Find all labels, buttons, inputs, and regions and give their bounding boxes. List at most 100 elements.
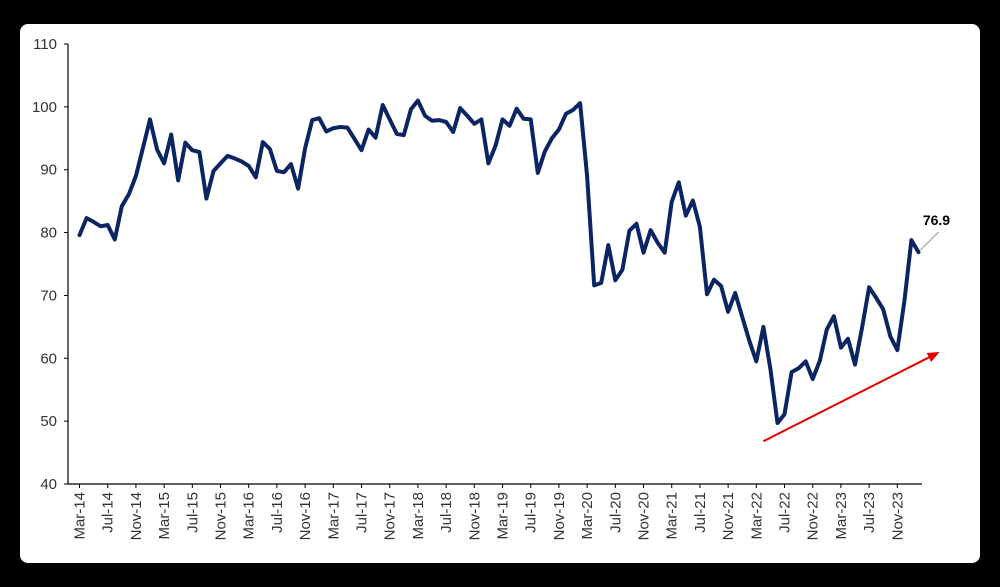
data-point (656, 241, 659, 244)
data-point (776, 422, 779, 424)
data-point (452, 131, 454, 133)
data-point (889, 335, 892, 338)
x-tick-label: Mar-18 (410, 492, 427, 540)
data-point (522, 118, 525, 120)
x-tick-label: Jul-22 (777, 492, 794, 533)
data-point (106, 224, 109, 226)
y-tick-label: 60 (40, 350, 57, 367)
data-point (247, 165, 250, 167)
y-tick-label: 110 (33, 36, 57, 53)
data-point (395, 133, 398, 135)
x-tick-label: Jul-17 (354, 492, 371, 533)
data-point (332, 127, 335, 130)
data-point (762, 326, 765, 328)
y-tick-label: 50 (40, 413, 57, 430)
trend-arrow-head (926, 352, 940, 362)
annotation-leader-line (920, 231, 939, 251)
x-tick-label: Mar-21 (664, 492, 681, 540)
data-point (804, 360, 807, 363)
x-tick-label: Mar-20 (579, 492, 596, 540)
data-point (318, 117, 321, 119)
data-point (353, 138, 356, 140)
data-point (424, 114, 426, 117)
data-point (262, 141, 264, 143)
data-point (642, 251, 645, 254)
data-point (487, 162, 490, 165)
data-point (854, 363, 856, 366)
x-tick-label: Jul-14 (100, 492, 117, 533)
data-point (508, 124, 511, 127)
x-tick-label: Mar-15 (156, 492, 173, 540)
data-point (473, 123, 476, 125)
data-point (459, 107, 462, 109)
data-point (685, 214, 687, 217)
data-point (149, 118, 151, 121)
data-point (445, 121, 447, 123)
data-point (311, 119, 313, 121)
data-point (417, 99, 419, 102)
data-point (515, 107, 518, 110)
x-tick-label: Jul-21 (692, 492, 709, 533)
data-point (276, 170, 278, 172)
data-point (290, 163, 292, 165)
data-point (833, 315, 835, 317)
data-point (572, 109, 574, 111)
data-point (896, 349, 899, 351)
data-point (649, 229, 652, 231)
line-chart: 40 50 60 70 80 90 100 110 Mar-14 Jul-14 Nov-14 Mar-… (32, 36, 950, 540)
data-point (663, 251, 666, 254)
series-line (77, 98, 921, 425)
data-point (92, 221, 95, 223)
data-point (614, 279, 617, 282)
data-point (818, 360, 821, 362)
data-point (113, 238, 116, 241)
data-point (240, 160, 243, 163)
data-point (840, 346, 842, 349)
x-tick-label: Mar-16 (241, 492, 258, 540)
x-tick-label: Mar-17 (325, 492, 342, 540)
x-tick-label: Jul-15 (184, 492, 201, 533)
data-point (677, 181, 680, 184)
data-point (128, 193, 130, 196)
x-tick-label: Nov-20 (636, 492, 653, 540)
data-point (156, 148, 158, 151)
x-tick-label: Nov-18 (466, 492, 483, 540)
data-point (706, 293, 708, 295)
data-point (226, 155, 229, 157)
x-tick-label: Jul-23 (861, 492, 878, 533)
x-tick-label: Nov-23 (889, 492, 906, 540)
data-point (325, 130, 328, 133)
data-point (233, 157, 236, 160)
data-point (551, 137, 553, 140)
data-point (346, 126, 349, 129)
y-tick-label: 40 (40, 476, 57, 493)
data-point (135, 175, 137, 177)
data-point (544, 150, 546, 153)
data-point (797, 367, 800, 370)
data-point (431, 119, 433, 122)
data-point (501, 118, 504, 121)
data-point (910, 239, 913, 241)
y-tick-label: 100 (32, 99, 57, 116)
data-point (699, 226, 701, 228)
data-point (882, 308, 885, 311)
data-point (741, 316, 744, 318)
data-point (283, 171, 285, 174)
data-point (607, 244, 610, 246)
data-point (142, 146, 144, 149)
x-tick-label: Nov-16 (297, 492, 314, 540)
y-tick-label: 90 (40, 162, 57, 179)
x-tick-label: Nov-15 (213, 492, 230, 540)
x-tick-label: Jul-20 (607, 492, 624, 533)
annotation-label: 76.9 (923, 212, 950, 228)
data-point (628, 229, 631, 232)
x-tick-label: Mar-14 (72, 492, 89, 540)
data-point (670, 200, 673, 203)
data-point (593, 284, 595, 287)
data-point (826, 328, 828, 331)
data-point (177, 179, 180, 182)
data-point (184, 141, 187, 144)
data-point (410, 108, 412, 111)
data-point (529, 118, 532, 121)
x-tick-label: Mar-19 (495, 492, 512, 540)
